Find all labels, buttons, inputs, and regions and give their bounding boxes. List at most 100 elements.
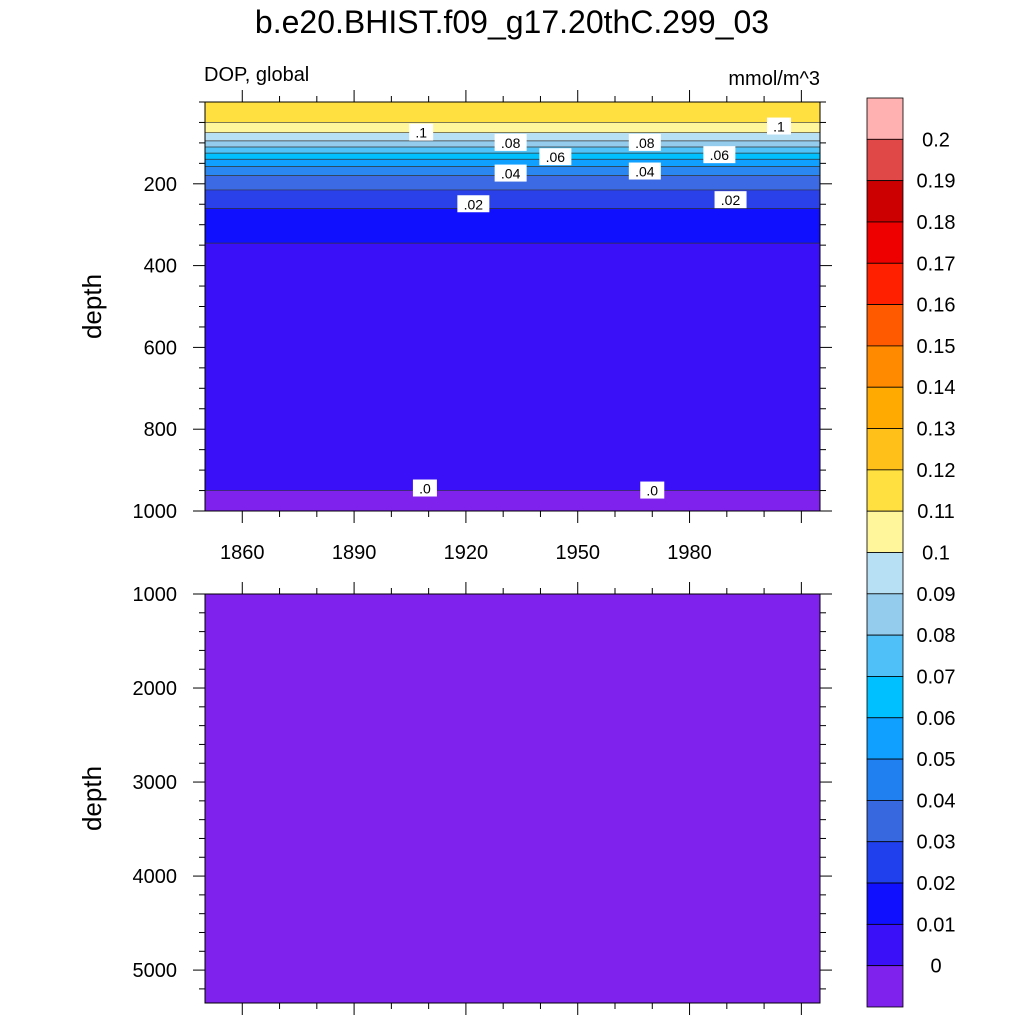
colorbar-box <box>866 510 904 553</box>
colorbar-label: 0.03 <box>917 832 956 854</box>
depth-band <box>205 243 820 491</box>
y-tick-label: 800 <box>144 419 177 441</box>
contour-label: .04 <box>501 166 521 182</box>
depth-band <box>205 594 820 1003</box>
contour-label-bg <box>714 191 747 209</box>
y-tick-label: 200 <box>144 174 177 196</box>
page-title: b.e20.BHIST.f09_g17.20thC.299_03 <box>254 4 770 40</box>
colorbar-box <box>866 345 904 388</box>
colorbar-label: 0.11 <box>917 501 954 523</box>
colorbar-box <box>866 717 904 760</box>
colorbar-label: 0.04 <box>917 790 956 812</box>
depth-band <box>205 102 820 123</box>
y-axis-title: depth <box>77 766 107 831</box>
colorbar-label: 0 <box>930 956 941 978</box>
contour-label: .08 <box>635 135 655 151</box>
colorbar-box <box>866 676 904 719</box>
colorbar-label: 0.06 <box>917 708 956 730</box>
x-tick-label: 1950 <box>555 542 600 564</box>
colorbar-box <box>866 469 904 512</box>
depth-band <box>205 122 820 133</box>
depth-band <box>205 153 820 160</box>
contour-label: .1 <box>415 125 427 141</box>
colorbar-box <box>866 552 904 595</box>
colorbar-label: 0.1 <box>922 543 950 565</box>
y-tick-label: 3000 <box>133 772 178 794</box>
colorbar-label: 0.19 <box>917 171 956 193</box>
colorbar-box <box>866 800 904 843</box>
contour-label-bg <box>539 148 572 166</box>
contour-label-bg <box>703 146 736 164</box>
x-tick-label: 1890 <box>332 542 377 564</box>
contour-label-bg <box>494 164 527 182</box>
y-tick-label: 600 <box>144 337 177 359</box>
depth-band <box>205 490 820 511</box>
colorbar-label: 0.07 <box>917 666 956 688</box>
depth-band <box>205 189 820 209</box>
colorbar-label: 0.17 <box>917 253 956 275</box>
contour-label: .04 <box>635 164 655 180</box>
contour-label-bg <box>628 162 661 180</box>
contour-label-bg <box>628 133 661 151</box>
x-tick-label: 1920 <box>444 542 489 564</box>
y-axis-title: depth <box>77 274 107 339</box>
contour-label: .1 <box>773 119 785 135</box>
y-tick-label: 2000 <box>133 678 178 700</box>
depth-band <box>205 175 820 190</box>
plot-frame <box>204 593 821 1004</box>
colorbar-label: 0.14 <box>917 377 956 399</box>
colorbar-label: 0.15 <box>917 336 956 358</box>
depth-band <box>205 159 820 167</box>
contour-label: .0 <box>419 481 431 497</box>
contour-label: .08 <box>501 135 521 151</box>
colorbar-label: 0.12 <box>917 460 956 482</box>
contour-label: .0 <box>646 483 658 499</box>
colorbar-box <box>866 882 904 925</box>
colorbar-box <box>866 634 904 677</box>
contour-label-bg <box>767 117 791 135</box>
colorbar-label: 0.13 <box>917 419 956 441</box>
y-tick-label: 4000 <box>133 866 178 888</box>
upper-panel: 200 400 600 800 1000 1860 1890 1920 1950 1980 dept… <box>77 90 832 564</box>
contour-label: .06 <box>546 149 566 165</box>
x-tick-label: 1980 <box>667 542 712 564</box>
colorbar-box <box>866 428 904 471</box>
colorbar-label: 0.05 <box>917 749 956 771</box>
contour-label: .02 <box>721 192 741 208</box>
colorbar-label: 0.18 <box>917 212 956 234</box>
colorbar: 0.2 0.19 0.18 0.17 0.16 0.15 0.14 0.13 0.12 0.11 0… <box>866 97 956 1008</box>
colorbar-label: 0.02 <box>917 873 956 895</box>
variable-subtitle: DOP, global <box>204 64 310 86</box>
contour-label: .02 <box>464 196 484 212</box>
colorbar-box <box>866 304 904 347</box>
colorbar-box <box>866 965 904 1008</box>
lower-panel: 1000 2000 3000 4000 5000 depth <box>77 582 832 1015</box>
contour-label-bg <box>494 133 527 151</box>
colorbar-label: 0.16 <box>917 295 956 317</box>
colorbar-box <box>866 221 904 264</box>
colorbar-label: 0.08 <box>917 625 956 647</box>
contour-label-bg <box>640 481 665 499</box>
y-tick-label: 5000 <box>133 960 178 982</box>
units-subtitle: mmol/m^3 <box>728 68 820 90</box>
colorbar-label: 0.2 <box>922 129 950 151</box>
depth-band <box>205 208 820 244</box>
colorbar-box <box>866 138 904 182</box>
colorbar-box <box>866 923 904 967</box>
colorbar-box <box>866 758 904 801</box>
colorbar-box <box>866 841 904 884</box>
colorbar-label: 0.09 <box>917 584 956 606</box>
colorbar-box <box>866 97 904 140</box>
contour-label-bg <box>412 479 437 497</box>
x-tick-label: 1860 <box>220 542 265 564</box>
contour-label-bg <box>409 123 434 141</box>
y-tick-label: 1000 <box>133 501 178 523</box>
colorbar-box <box>866 262 904 305</box>
y-tick-label: 1000 <box>133 584 178 606</box>
contour-label-bg <box>457 195 490 213</box>
colorbar-box <box>866 386 904 429</box>
colorbar-box <box>866 180 904 223</box>
colorbar-label: 0.01 <box>917 914 956 936</box>
contour-label: .06 <box>710 147 730 163</box>
